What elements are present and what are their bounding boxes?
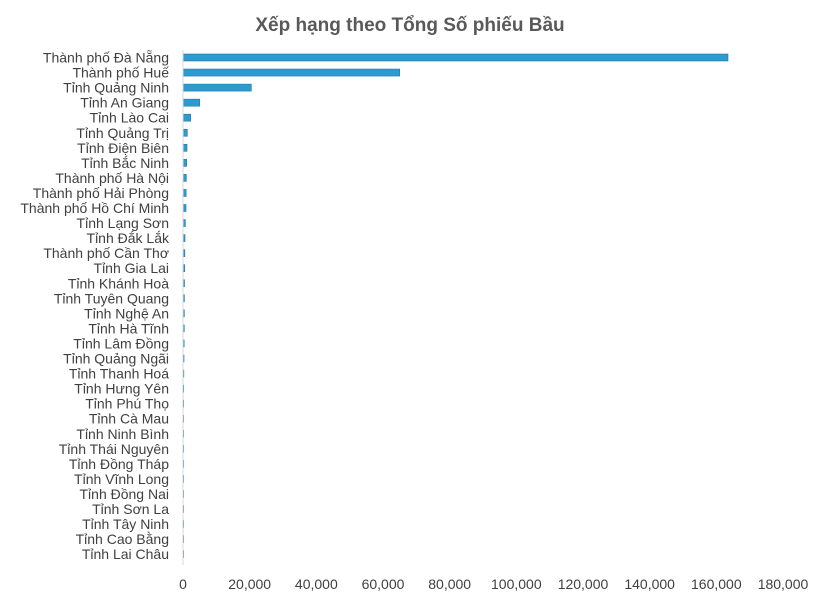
category-label: Thành phố Hồ Chí Minh (20, 200, 169, 216)
category-label: Thành phố Đà Nẵng (43, 50, 169, 66)
x-tick-label: 20,000 (228, 576, 271, 592)
bar (182, 144, 188, 152)
category-label: Tỉnh Tây Ninh (82, 516, 169, 532)
bar (182, 68, 400, 77)
category-label: Tỉnh Phú Thọ (85, 396, 169, 412)
category-label: Tỉnh Quảng Ngãi (63, 351, 169, 367)
category-label: Tỉnh Gia Lai (94, 260, 169, 276)
bars-group (182, 53, 729, 558)
category-label: Thành phố Cần Thơ (43, 245, 169, 261)
category-label: Tỉnh Lâm Đồng (73, 335, 169, 351)
bar (182, 98, 200, 107)
category-label: Tỉnh Đắk Lắk (87, 230, 170, 246)
category-label: Tỉnh Lạng Sơn (77, 215, 169, 231)
category-label: Thành phố Hải Phòng (33, 185, 169, 201)
x-tick-label: 60,000 (362, 576, 405, 592)
category-label: Tỉnh Vĩnh Long (74, 471, 169, 487)
x-tick-label: 120,000 (558, 576, 609, 592)
category-label: Tỉnh Hưng Yên (74, 381, 169, 397)
x-tick-label: 40,000 (295, 576, 338, 592)
category-label: Thành phố Hà Nội (55, 170, 169, 186)
category-label: Tỉnh Sơn La (92, 501, 169, 517)
bar (182, 83, 252, 92)
x-tick-label: 140,000 (624, 576, 675, 592)
bar (182, 159, 187, 167)
bar (182, 113, 191, 122)
value-axis-tick-labels: 0 20,000 40,000 60,000 80,000 100,000 120,000 1… (179, 576, 808, 592)
x-tick-label: 80,000 (428, 576, 471, 592)
bar (182, 53, 729, 62)
x-tick-label: 180,000 (758, 576, 809, 592)
category-label: Tỉnh Ninh Bình (76, 426, 169, 442)
category-label: Tỉnh Hà Tĩnh (88, 320, 169, 336)
category-label: Tỉnh Nghệ An (84, 305, 169, 321)
category-label: Tỉnh Lai Châu (82, 546, 169, 562)
category-label: Tỉnh Thanh Hoá (69, 366, 169, 382)
x-tick-label: 160,000 (691, 576, 742, 592)
category-label: Tỉnh Quảng Ninh (63, 80, 169, 96)
category-label: Tỉnh Tuyên Quang (54, 290, 169, 306)
x-tick-label: 0 (179, 576, 187, 592)
category-label: Tỉnh Đồng Nai (80, 486, 170, 502)
category-label: Tỉnh Cà Mau (89, 411, 169, 427)
category-label: Tỉnh Lào Cai (90, 110, 169, 126)
category-label: Tỉnh Khánh Hoà (68, 275, 169, 291)
category-label: Tỉnh Quảng Trị (76, 125, 169, 141)
x-tick-label: 100,000 (491, 576, 542, 592)
bar (182, 128, 188, 137)
category-label: Tỉnh Cao Bằng (76, 531, 169, 547)
category-label: Tỉnh An Giang (80, 95, 169, 111)
category-label: Tỉnh Bắc Ninh (81, 155, 169, 171)
chart-title: Xếp hạng theo Tổng Số phiếu Bầu (255, 15, 564, 36)
category-label: Tỉnh Thái Nguyên (59, 441, 169, 457)
category-label: Tỉnh Điện Biên (77, 140, 169, 156)
category-label: Tỉnh Đồng Tháp (69, 456, 169, 472)
category-label: Thành phố Huế (72, 65, 169, 81)
